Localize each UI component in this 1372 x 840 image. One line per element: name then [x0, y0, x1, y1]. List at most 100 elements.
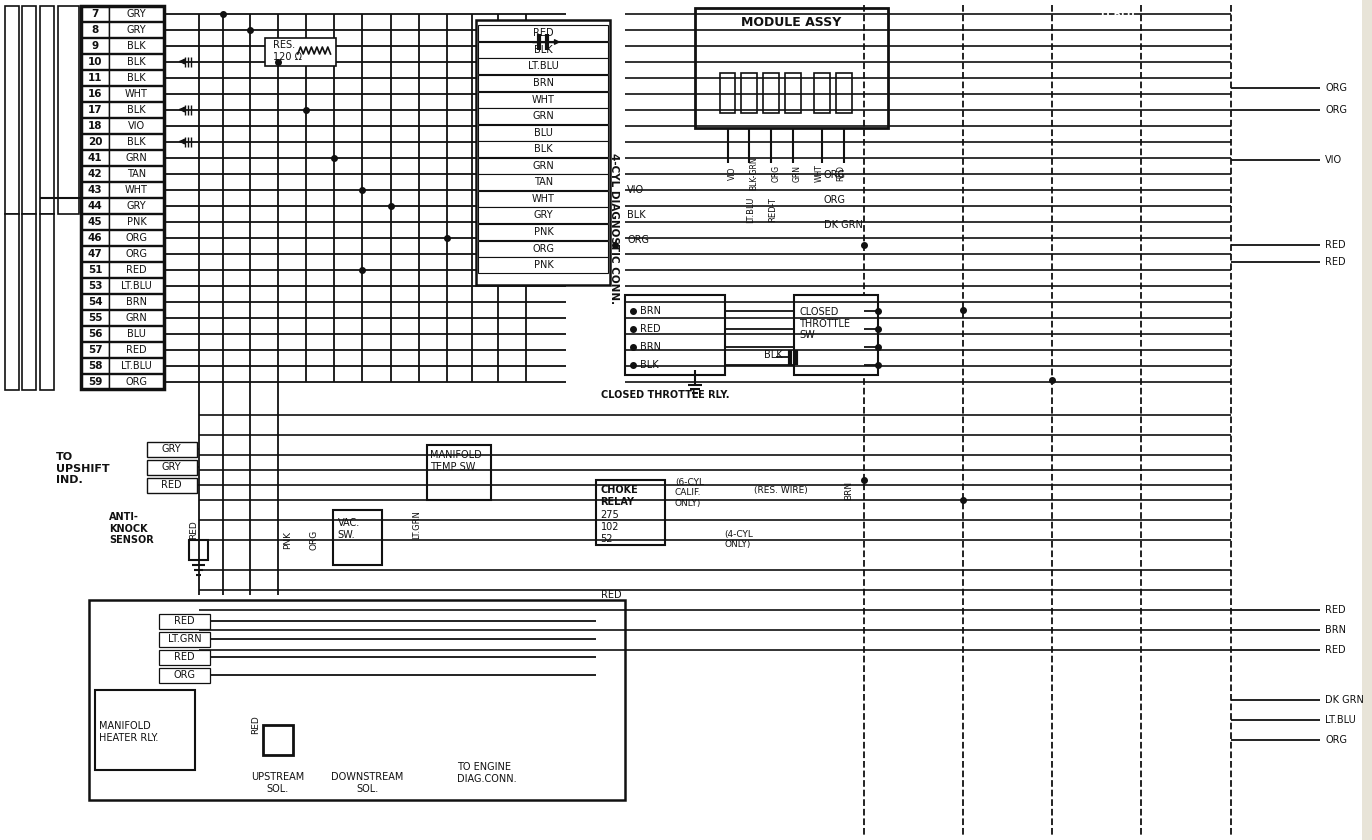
Bar	[81, 278, 110, 293]
Text: RED: RED	[174, 616, 195, 626]
Text: 275: 275	[601, 510, 619, 520]
Text: (6-CYL
CALIF.
ONLY): (6-CYL CALIF. ONLY)	[675, 478, 704, 508]
Text: RED: RED	[1325, 240, 1346, 250]
Text: RED-T: RED-T	[768, 197, 777, 223]
Bar	[110, 182, 163, 197]
Bar	[794, 295, 878, 375]
Text: CLOSED
THROTTLE
SW: CLOSED THROTTLE SW	[799, 307, 851, 340]
Text: BLK: BLK	[534, 144, 553, 155]
Bar	[81, 182, 110, 197]
Bar	[110, 54, 163, 69]
Text: MANIFOLD
TEMP SW.: MANIFOLD TEMP SW.	[429, 450, 482, 471]
Bar	[159, 650, 210, 665]
Text: DOWNSTREAM
SOL.: DOWNSTREAM SOL.	[331, 772, 403, 794]
Text: ORG: ORG	[1325, 105, 1347, 115]
Bar	[479, 158, 608, 174]
Bar	[110, 102, 163, 117]
Text: BLK: BLK	[128, 40, 145, 50]
Bar	[479, 207, 608, 223]
Text: BLK-GRN: BLK-GRN	[749, 156, 759, 190]
Bar	[81, 310, 110, 325]
Text: 59: 59	[88, 376, 103, 386]
Text: UPSTREAM
SOL.: UPSTREAM SOL.	[251, 772, 305, 794]
Bar	[479, 191, 608, 207]
Text: PNK: PNK	[284, 531, 292, 549]
Text: RES.: RES.	[273, 40, 295, 50]
Text: GRY: GRY	[534, 211, 553, 220]
Text: (RES. WIRE): (RES. WIRE)	[755, 486, 808, 495]
Text: TAN: TAN	[128, 169, 145, 179]
Bar	[81, 54, 110, 69]
Text: MODULE ASSY: MODULE ASSY	[741, 15, 841, 29]
Text: ORG: ORG	[174, 670, 196, 680]
Text: 42: 42	[88, 169, 103, 179]
Text: ANTI-
KNOCK
SENSOR: ANTI- KNOCK SENSOR	[110, 512, 154, 545]
Bar	[479, 42, 608, 58]
Text: RED: RED	[1325, 645, 1346, 655]
Bar	[81, 102, 110, 117]
Text: RED: RED	[174, 652, 195, 662]
Text: 120 Ω: 120 Ω	[273, 52, 302, 62]
Bar	[479, 124, 608, 140]
Text: VIO: VIO	[727, 166, 737, 180]
Bar	[785, 73, 801, 113]
Text: BLK: BLK	[641, 360, 659, 370]
Text: VIO: VIO	[128, 120, 145, 130]
Bar	[58, 6, 80, 214]
Text: 18: 18	[88, 120, 103, 130]
Bar	[81, 358, 110, 373]
Bar	[81, 326, 110, 341]
Text: GRY: GRY	[126, 201, 147, 211]
Bar	[81, 198, 110, 213]
Bar	[159, 668, 210, 683]
Text: ORG: ORG	[532, 244, 554, 254]
Text: ORG: ORG	[309, 530, 318, 550]
Text: 45: 45	[88, 217, 103, 227]
Bar	[110, 6, 163, 21]
Text: RED: RED	[251, 716, 261, 734]
Text: ORG: ORG	[771, 165, 781, 181]
Text: BRN: BRN	[641, 342, 661, 352]
Bar	[332, 510, 383, 565]
Bar	[95, 690, 195, 770]
Bar	[110, 166, 163, 181]
Text: BLK: BLK	[534, 45, 553, 55]
Bar	[595, 480, 665, 545]
Text: BLK: BLK	[764, 350, 783, 360]
Text: TO ENGINE
DIAG.CONN.: TO ENGINE DIAG.CONN.	[457, 762, 516, 784]
Bar	[110, 262, 163, 277]
Bar	[265, 38, 336, 66]
Text: BLK: BLK	[627, 210, 646, 220]
Text: ORG: ORG	[1325, 83, 1347, 93]
Text: RED: RED	[126, 344, 147, 354]
Bar	[81, 166, 110, 181]
Text: VIO: VIO	[1325, 155, 1342, 165]
Bar	[110, 118, 163, 133]
Text: ORG: ORG	[1325, 735, 1347, 745]
Bar	[159, 614, 210, 629]
Text: MANIFOLD
HEATER RLY.: MANIFOLD HEATER RLY.	[99, 722, 159, 743]
Text: BLK: BLK	[128, 72, 145, 82]
Text: RED: RED	[534, 29, 554, 39]
Bar	[147, 442, 196, 457]
Text: GRY: GRY	[126, 24, 147, 34]
Bar	[110, 294, 163, 309]
Bar	[81, 6, 110, 21]
Text: 11: 11	[88, 72, 103, 82]
Bar	[479, 92, 608, 108]
Bar	[40, 214, 54, 390]
Text: DK GRN: DK GRN	[1325, 695, 1364, 705]
Bar	[147, 460, 196, 475]
Text: DK GRN: DK GRN	[823, 220, 863, 230]
Bar	[81, 374, 110, 389]
Text: TAN: TAN	[534, 177, 553, 187]
Bar	[1261, 0, 1362, 30]
Text: LT.BLU: LT.BLU	[1100, 10, 1135, 20]
Bar	[263, 725, 292, 755]
Text: GRN: GRN	[126, 312, 147, 323]
Bar	[40, 6, 54, 214]
Bar	[110, 358, 163, 373]
Bar	[763, 73, 779, 113]
Bar	[110, 214, 163, 229]
Text: GRN: GRN	[793, 165, 803, 181]
